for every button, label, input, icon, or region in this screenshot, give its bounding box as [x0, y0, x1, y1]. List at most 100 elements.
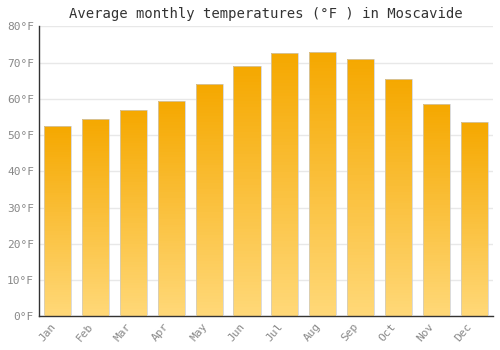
Bar — [234, 138, 260, 141]
Bar — [271, 142, 298, 146]
Bar — [347, 123, 374, 126]
Bar — [460, 241, 488, 244]
Bar — [385, 156, 412, 159]
Bar — [234, 269, 260, 273]
Bar — [120, 151, 147, 154]
Bar — [44, 247, 72, 250]
Bar — [460, 159, 488, 161]
Bar — [120, 110, 147, 316]
Bar — [422, 208, 450, 210]
Bar — [385, 186, 412, 189]
Bar — [196, 281, 223, 284]
Bar — [347, 265, 374, 268]
Bar — [82, 225, 109, 228]
Bar — [196, 203, 223, 206]
Bar — [44, 285, 72, 288]
Bar — [309, 124, 336, 128]
Bar — [422, 199, 450, 202]
Bar — [44, 281, 72, 283]
Bar — [385, 287, 412, 289]
Bar — [385, 132, 412, 135]
Bar — [82, 232, 109, 235]
Bar — [347, 239, 374, 242]
Bar — [460, 294, 488, 297]
Bar — [120, 115, 147, 117]
Bar — [158, 133, 185, 136]
Bar — [82, 195, 109, 198]
Bar — [234, 166, 260, 169]
Bar — [234, 247, 260, 251]
Bar — [234, 82, 260, 85]
Bar — [158, 262, 185, 265]
Bar — [460, 193, 488, 195]
Bar — [309, 82, 336, 85]
Bar — [82, 277, 109, 279]
Bar — [347, 136, 374, 139]
Bar — [309, 224, 336, 227]
Bar — [44, 231, 72, 233]
Bar — [120, 223, 147, 226]
Bar — [460, 231, 488, 234]
Bar — [271, 60, 298, 63]
Bar — [120, 164, 147, 167]
Bar — [44, 216, 72, 219]
Bar — [44, 254, 72, 257]
Bar — [347, 245, 374, 249]
Bar — [234, 182, 260, 185]
Bar — [309, 167, 336, 171]
Bar — [82, 163, 109, 166]
Bar — [385, 99, 412, 103]
Bar — [82, 139, 109, 141]
Bar — [422, 223, 450, 226]
Bar — [196, 136, 223, 139]
Bar — [422, 271, 450, 274]
Bar — [234, 288, 260, 291]
Bar — [422, 216, 450, 218]
Bar — [422, 157, 450, 160]
Bar — [309, 144, 336, 148]
Bar — [158, 284, 185, 287]
Bar — [196, 93, 223, 96]
Bar — [309, 158, 336, 161]
Bar — [234, 104, 260, 107]
Bar — [460, 246, 488, 248]
Bar — [385, 162, 412, 165]
Bar — [44, 171, 72, 174]
Bar — [385, 197, 412, 201]
Bar — [44, 238, 72, 240]
Bar — [158, 160, 185, 163]
Bar — [82, 272, 109, 274]
Bar — [460, 239, 488, 241]
Bar — [460, 297, 488, 299]
Bar — [347, 242, 374, 245]
Bar — [422, 242, 450, 245]
Bar — [422, 104, 450, 316]
Bar — [196, 232, 223, 235]
Bar — [234, 213, 260, 216]
Bar — [271, 93, 298, 96]
Bar — [196, 90, 223, 93]
Bar — [82, 296, 109, 299]
Bar — [158, 268, 185, 271]
Bar — [120, 138, 147, 141]
Bar — [158, 208, 185, 211]
Bar — [196, 131, 223, 134]
Bar — [347, 110, 374, 114]
Bar — [385, 263, 412, 266]
Bar — [385, 85, 412, 88]
Bar — [422, 173, 450, 176]
Bar — [271, 208, 298, 211]
Bar — [82, 126, 109, 128]
Bar — [309, 201, 336, 204]
Bar — [82, 269, 109, 272]
Bar — [196, 279, 223, 281]
Bar — [347, 204, 374, 207]
Bar — [120, 314, 147, 316]
Bar — [385, 206, 412, 209]
Bar — [44, 147, 72, 150]
Bar — [385, 117, 412, 120]
Bar — [385, 174, 412, 177]
Bar — [460, 166, 488, 168]
Bar — [460, 307, 488, 309]
Bar — [422, 181, 450, 184]
